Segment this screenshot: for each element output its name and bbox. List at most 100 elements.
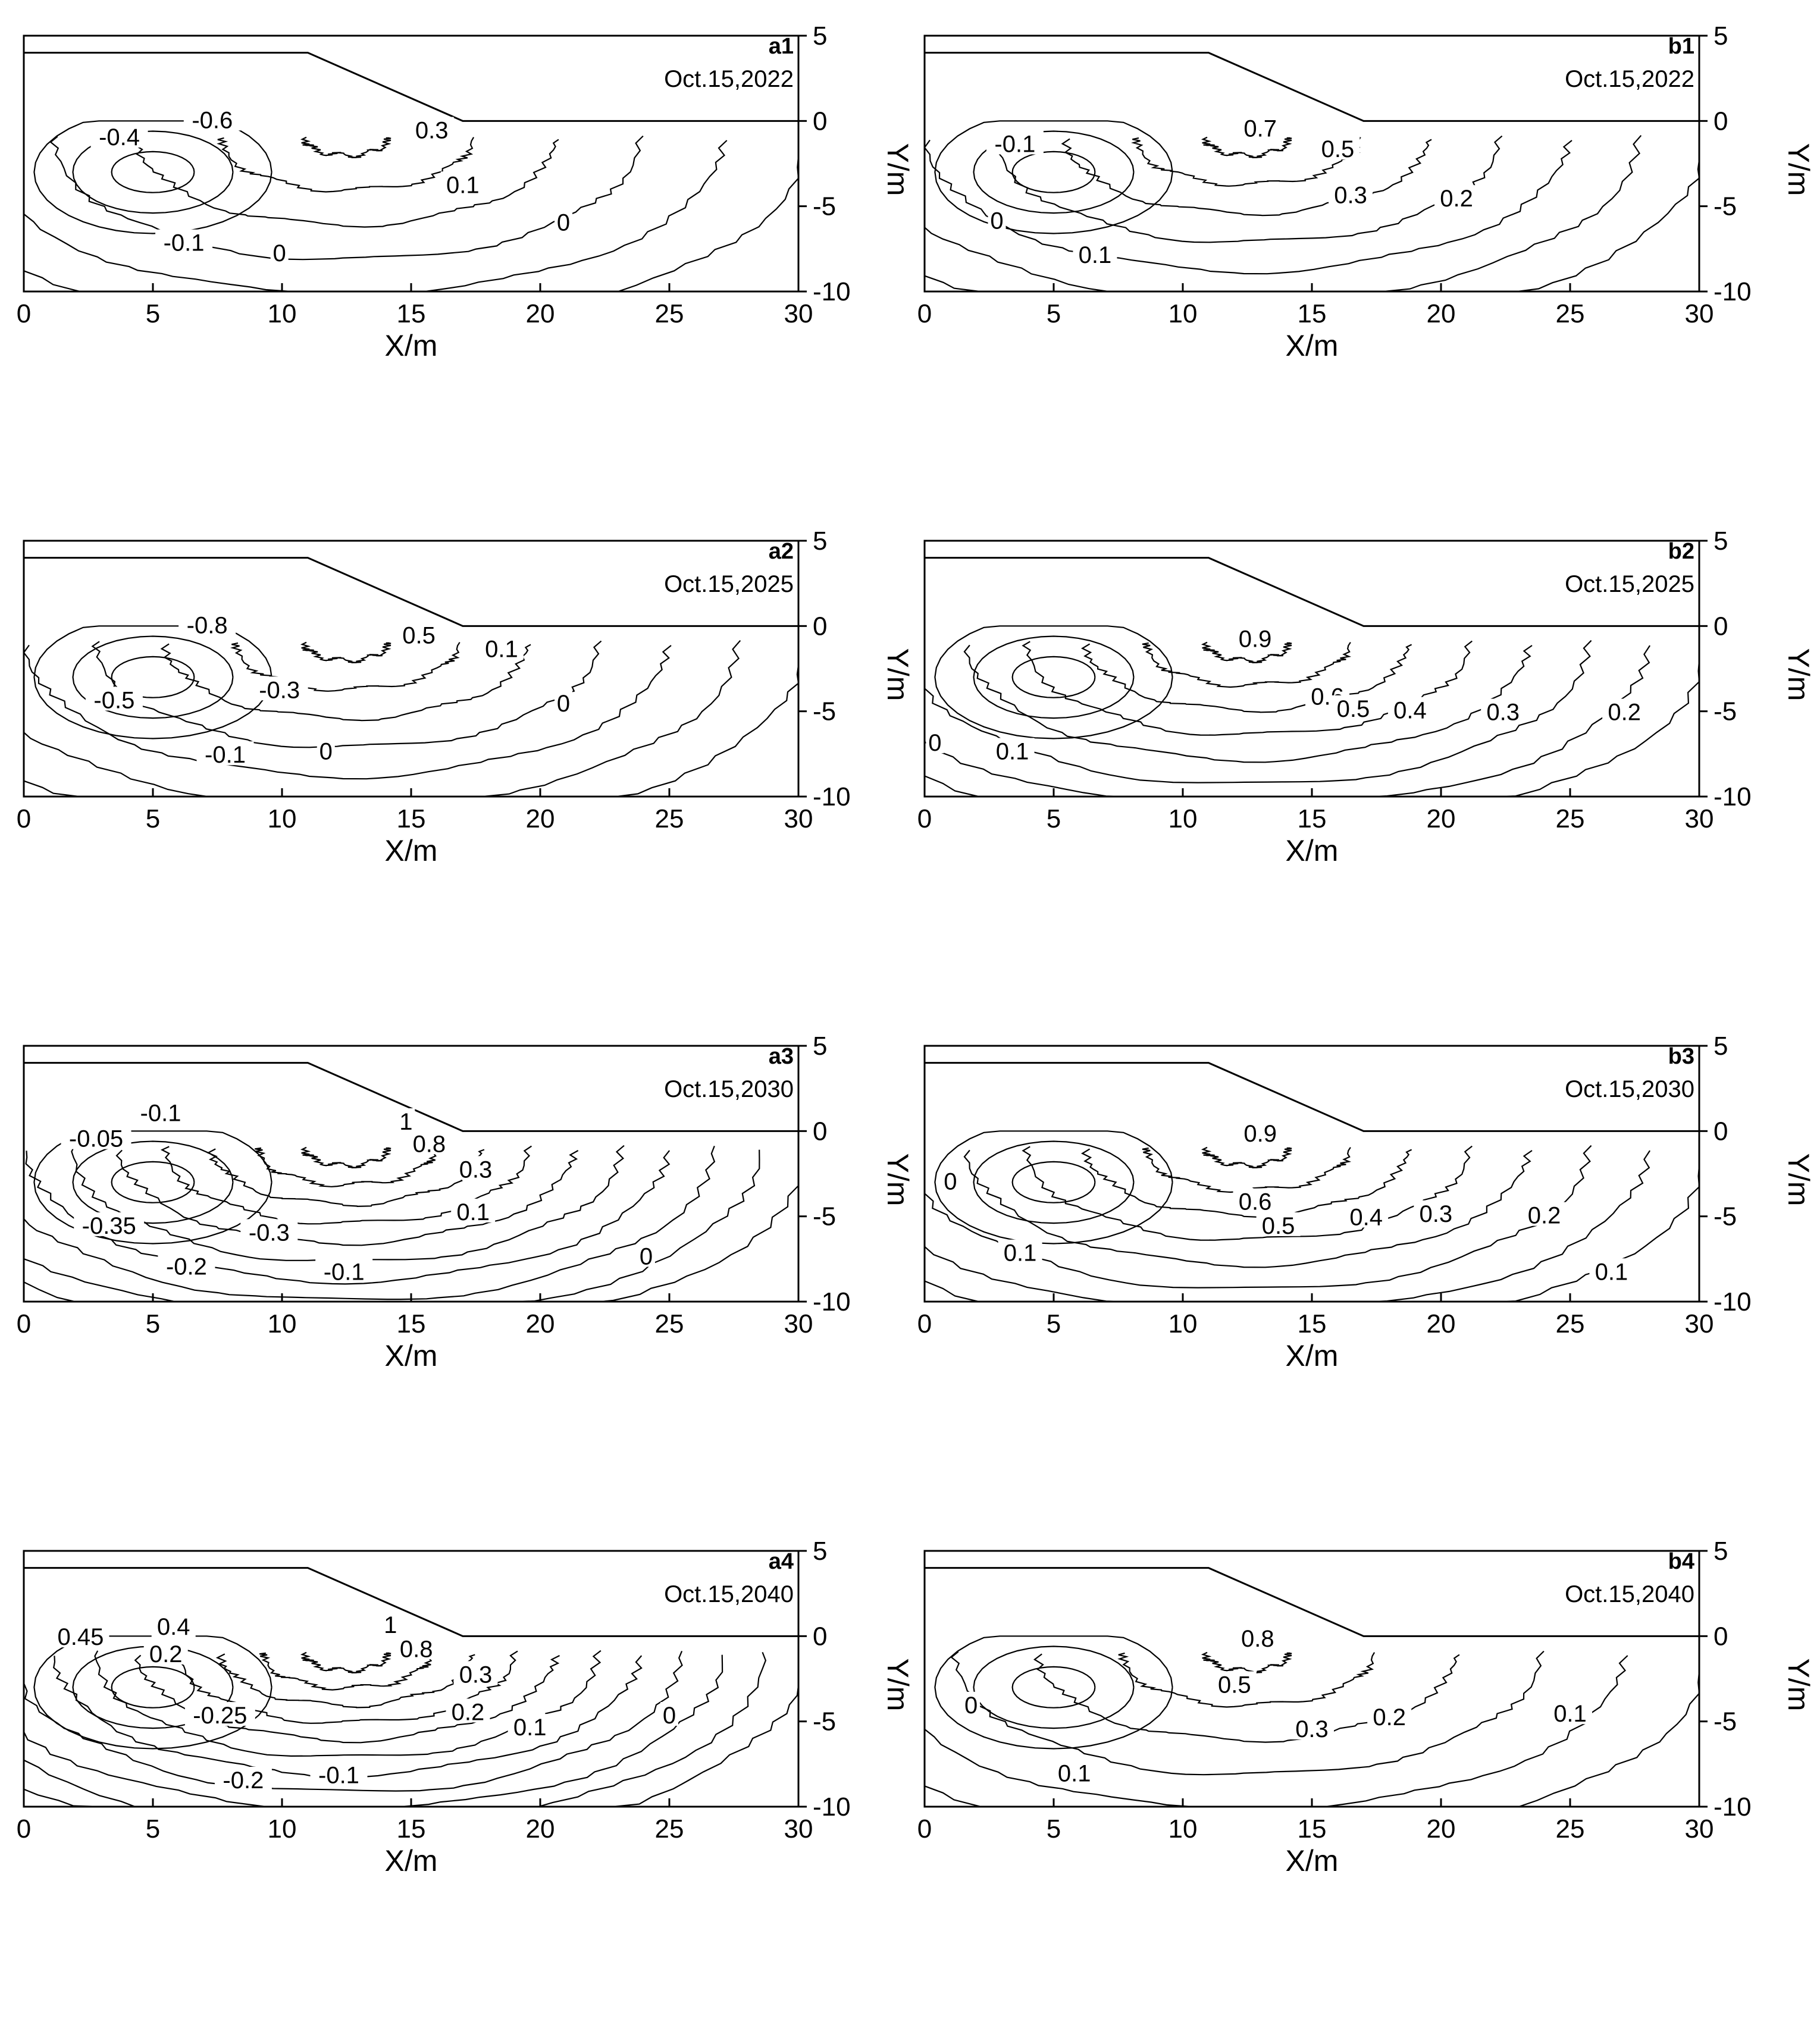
contour-line — [23, 135, 800, 293]
contour-label: 0.2 — [1608, 700, 1641, 726]
contour-label: 0.2 — [1528, 1203, 1561, 1229]
panel-date: Oct.15,2030 — [1565, 1076, 1694, 1102]
contour-line — [33, 1635, 272, 1750]
y-tick-label: 5 — [1714, 1032, 1728, 1061]
contour-line — [300, 136, 391, 158]
contour-label-bg — [1522, 1202, 1567, 1226]
embankment-outline — [24, 1062, 798, 1132]
contour-line — [923, 139, 1572, 275]
x-tick-label: 10 — [268, 1309, 297, 1338]
contour-label-bg — [555, 690, 573, 714]
contour-panel-b3: 0.9 0 0.60.5 0.4 0.3 0.2 0.1 0.1 b3 Oct.15,2030 0 5… — [917, 1032, 1815, 1372]
panel-date: Oct.15,2030 — [664, 1076, 794, 1102]
contour-label-bg — [1238, 115, 1283, 139]
x-tick-label: 30 — [1685, 1309, 1714, 1338]
contour-label-bg — [1052, 1760, 1097, 1784]
contour-label-bg — [407, 1130, 452, 1155]
contour-label: -0.8 — [187, 612, 228, 638]
x-tick-label: 30 — [1685, 1814, 1714, 1844]
y-tick-label: 0 — [813, 1117, 827, 1146]
y-axis-label: Y/m — [1782, 1659, 1815, 1711]
contour-label-bg — [926, 729, 944, 754]
contour-label-bg — [132, 1099, 190, 1124]
contour-label: 0.5 — [402, 623, 436, 649]
contour-label-bg — [1602, 698, 1647, 723]
contour-label-bg — [310, 1761, 368, 1786]
contour-label: 0.1 — [1553, 1701, 1587, 1727]
y-tick-label: -5 — [813, 1202, 836, 1231]
panel-date: Oct.15,2022 — [664, 66, 794, 92]
y-tick-label: -5 — [1714, 192, 1737, 221]
contour-line — [206, 1148, 485, 1207]
contour-label-bg — [409, 117, 454, 141]
contour-line — [1011, 1666, 1096, 1709]
x-tick-label: 30 — [784, 804, 813, 833]
contour-line — [1011, 151, 1096, 193]
contour-line — [72, 1140, 234, 1224]
contour-label-bg — [1235, 1625, 1280, 1650]
y-tick-label: 5 — [813, 526, 827, 556]
contour-label-bg — [1290, 1716, 1334, 1739]
y-tick-label: 0 — [813, 106, 827, 136]
y-axis-label: Y/m — [1782, 1153, 1815, 1206]
contour-label-bg — [1434, 185, 1479, 209]
x-tick-label: 0 — [17, 804, 31, 833]
contour-line — [934, 625, 1173, 739]
x-axis-label: X/m — [385, 834, 438, 867]
contour-line — [934, 1635, 1173, 1750]
contour-label: 0.1 — [1079, 242, 1112, 268]
y-tick-label: 0 — [1714, 612, 1728, 641]
contour-panel-a1: -0.6 -0.4 0.3 0.1 -0.1 0 0 a1 Oct.15,2022 0 5 10 15 2… — [17, 21, 914, 362]
contour-label: 0.2 — [1373, 1704, 1406, 1731]
contour-label-bg — [143, 1640, 188, 1664]
x-tick-label: 20 — [526, 1309, 555, 1338]
contour-label: -0.1 — [994, 131, 1035, 157]
y-tick-label: 0 — [1714, 1117, 1728, 1146]
contour-line — [259, 1652, 433, 1691]
contour-label: 0.3 — [1486, 700, 1520, 726]
contour-label-bg — [184, 1702, 255, 1726]
contour-line — [923, 640, 1592, 783]
y-tick-label: -5 — [813, 697, 836, 726]
contour-line — [230, 642, 461, 692]
y-axis-label: Y/m — [881, 648, 914, 701]
contour-label-bg — [1589, 1258, 1634, 1283]
x-tick-label: 25 — [655, 299, 684, 328]
contour-label: 0 — [557, 209, 570, 236]
y-axis-label: Y/m — [1782, 143, 1815, 196]
contour-label-bg — [394, 1635, 438, 1660]
contour-line — [923, 640, 1700, 798]
contour-label: 0.2 — [1440, 186, 1473, 212]
contour-line — [300, 641, 391, 663]
y-tick-label: -10 — [813, 1792, 851, 1822]
contour-label-bg — [1548, 1700, 1592, 1725]
x-tick-label: 30 — [1685, 299, 1714, 328]
contour-line — [1061, 138, 1432, 217]
x-tick-label: 0 — [917, 299, 932, 328]
contour-line — [923, 1650, 1700, 1808]
contour-label-bg — [183, 106, 241, 131]
contour-label-bg — [962, 1691, 981, 1716]
contour-line — [1022, 1145, 1473, 1241]
contour-label: 0 — [640, 1243, 653, 1269]
contour-label-bg — [1331, 695, 1376, 719]
contour-label-bg — [381, 1612, 400, 1636]
contour-line — [132, 138, 559, 228]
contour-label-bg — [1233, 625, 1277, 650]
contour-label-bg — [440, 171, 485, 196]
y-axis-label: Y/m — [881, 1153, 914, 1206]
contour-label-bg — [446, 1698, 490, 1723]
x-tick-label: 5 — [146, 299, 160, 328]
panel-id: a3 — [769, 1044, 794, 1069]
contour-label-bg — [1329, 181, 1373, 206]
contour-label: -0.4 — [99, 124, 140, 151]
contour-line — [1117, 1652, 1376, 1708]
contour-label: 0.1 — [1595, 1259, 1628, 1285]
y-tick-label: -10 — [1714, 1287, 1752, 1316]
x-tick-label: 15 — [1298, 1309, 1327, 1338]
x-tick-label: 25 — [655, 804, 684, 833]
contour-line — [963, 644, 1533, 763]
embankment-outline — [925, 52, 1699, 122]
contour-label: 0.4 — [1393, 698, 1427, 724]
